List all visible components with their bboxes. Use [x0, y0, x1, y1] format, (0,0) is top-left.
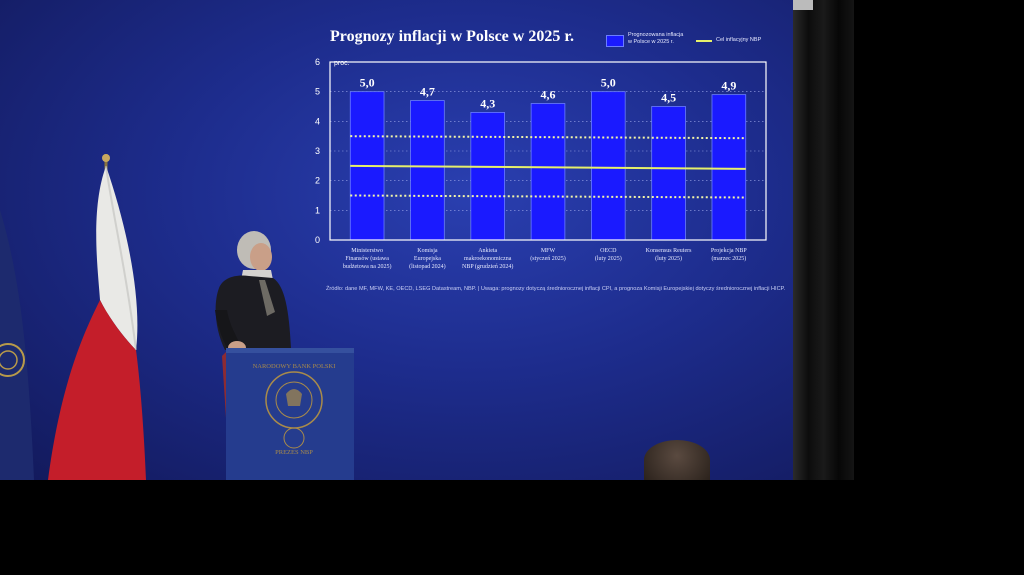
legend-target-swatch — [696, 40, 712, 42]
audience-head — [644, 440, 710, 480]
legend-target-label: Cel inflacyjny NBP — [716, 37, 762, 43]
target-band-line — [350, 135, 746, 140]
bar-value-label: 4,7 — [420, 85, 435, 99]
x-tick-label: MFW (styczeń 2025) — [530, 248, 566, 262]
chart-title: Prognozy inflacji w Polsce w 2025 r. — [330, 28, 574, 45]
bar — [711, 94, 747, 241]
target-band-line — [350, 194, 746, 199]
y-tick-label: 3 — [315, 146, 320, 156]
x-axis: Ministerstwo Finansów (ustawa budżetowa na… — [343, 248, 748, 270]
curtain-rail — [793, 0, 813, 10]
y-tick-label: 1 — [315, 205, 320, 215]
bar-value-label: 5,0 — [601, 76, 616, 90]
x-tick-label: Ministerstwo Finansów (ustawa budżetowa na… — [343, 248, 392, 270]
y-axis: 0 1 2 3 4 5 6 — [315, 57, 320, 245]
bar — [591, 91, 626, 241]
podium-emblem-text-top: NARODOWY BANK POLSKI — [253, 363, 336, 370]
podium-emblem-text-bottom: PREZES NBP — [275, 449, 313, 456]
y-tick-label: 2 — [315, 176, 320, 186]
bar-value-label: 4,6 — [541, 88, 556, 102]
press-conference-scene: Prognozy inflacji w Polsce w 2025 r. Pro… — [0, 0, 854, 480]
y-tick-label: 6 — [315, 57, 320, 67]
legend-bar-label-line2: w Polsce w 2025 r. — [628, 39, 674, 45]
target-lines — [350, 135, 746, 199]
speaker — [215, 231, 291, 355]
legend-bar-swatch — [606, 35, 624, 47]
polish-flag — [48, 154, 146, 480]
x-tick-label: Konsensus Reuters (luty 2025) — [646, 248, 692, 262]
value-labels: 5,0 4,7 4,3 4,6 5,0 4,5 4,9 — [360, 76, 737, 111]
inflation-forecast-chart: 5,0 4,7 4,3 4,6 5,0 4,5 4,9 0 1 2 3 4 5 6 Ministerst… — [315, 57, 767, 270]
bar-value-label: 4,3 — [480, 96, 495, 110]
plot-frame — [329, 61, 767, 241]
target-line — [350, 164, 746, 170]
bar — [530, 103, 566, 241]
nbp-banner — [0, 210, 34, 480]
podium: NARODOWY BANK POLSKI PREZES NBP — [222, 348, 354, 480]
y-tick-label: 0 — [315, 235, 320, 245]
source-note: Źródło: dane MF, MFW, KE, OECD, LSEG Dat… — [326, 286, 786, 292]
legend-bar-label-line1: Prognozowana inflacja — [628, 32, 684, 38]
bar — [651, 106, 686, 241]
x-tick-label: Ankieta makroekonomiczna NBP (grudzień 202… — [462, 248, 513, 270]
x-tick-label: Komisja Europejska (listopad 2024) — [409, 248, 446, 270]
curtain — [793, 0, 854, 480]
bar — [470, 112, 505, 241]
y-tick-label: 5 — [315, 87, 320, 97]
y-tick-label: 4 — [315, 116, 320, 126]
bar-value-label: 5,0 — [360, 76, 375, 90]
bar-value-label: 4,5 — [661, 91, 676, 105]
y-axis-label: proc. — [334, 60, 350, 67]
x-tick-label: Projekcja NBP (marzec 2025) — [711, 248, 747, 262]
x-tick-label: OECD (luty 2025) — [595, 248, 622, 262]
grid — [330, 91, 766, 211]
bar — [410, 100, 445, 241]
bar-value-label: 4,9 — [721, 79, 736, 93]
